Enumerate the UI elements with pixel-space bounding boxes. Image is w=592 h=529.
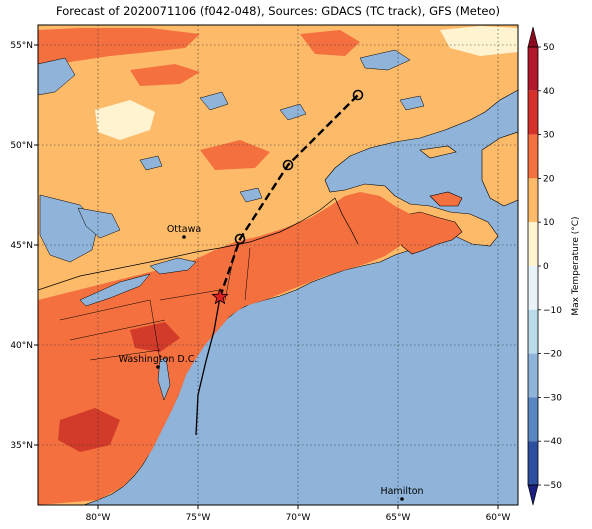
northern-lake bbox=[199, 91, 229, 111]
colorbar-tick-label: 20 bbox=[543, 174, 555, 184]
lake-ontario bbox=[149, 257, 197, 275]
cities: Ottawa Washington D.C. Hamilton bbox=[119, 224, 424, 501]
city-label: Ottawa bbox=[167, 224, 201, 235]
lon-tick-label: 70°W bbox=[286, 513, 311, 523]
us-canada-border bbox=[38, 197, 359, 291]
colorbar-bin bbox=[528, 266, 538, 310]
colorbar-extend-top bbox=[527, 26, 539, 48]
colorbar-tick-label: −30 bbox=[543, 393, 562, 403]
georgian-bay bbox=[77, 207, 121, 239]
lat-tick-label: 50°N bbox=[10, 141, 33, 151]
colorbar-bin bbox=[528, 441, 538, 485]
lon-tick-label: 65°W bbox=[386, 513, 411, 523]
lac-saint-jean bbox=[239, 187, 263, 203]
map-area: Ottawa Washington D.C. Hamilton bbox=[38, 25, 518, 505]
city-label: Washington D.C. bbox=[119, 354, 198, 365]
northern-water bbox=[38, 57, 76, 96]
colorbar-bin bbox=[528, 397, 538, 442]
lat-tick-label: 35°N bbox=[10, 441, 33, 451]
cool-patch bbox=[440, 26, 518, 56]
lat-tick-label: 45°N bbox=[10, 241, 33, 251]
colorbar-tick-label: 30 bbox=[543, 131, 555, 141]
colorbar-bin bbox=[528, 178, 538, 223]
lon-tick-label: 80°W bbox=[86, 513, 111, 523]
colorbar-tick-label: 10 bbox=[543, 218, 555, 228]
warm-patch bbox=[200, 140, 270, 170]
lon-tick-label: 60°W bbox=[486, 513, 511, 523]
colorbar-tick-label: −20 bbox=[543, 350, 562, 360]
colorbar-tick-label: −50 bbox=[543, 481, 562, 491]
colorbar: 50 40 30 20 10 0 −10 −20 −30 −40 −50 Max Temperatur… bbox=[527, 26, 581, 506]
current-position-star bbox=[211, 287, 229, 305]
colorbar-extend-bottom bbox=[527, 484, 539, 506]
warm-patch bbox=[38, 28, 200, 64]
cool-patch bbox=[95, 100, 155, 140]
warm-patch bbox=[130, 64, 200, 86]
hot-patch bbox=[58, 408, 120, 452]
colorbar-tick-label: −10 bbox=[543, 306, 562, 316]
map-title: Forecast of 2020071106 (f042-048), Sourc… bbox=[56, 4, 500, 18]
northern-lake bbox=[279, 103, 307, 121]
colorbar-bin bbox=[528, 134, 538, 179]
newfoundland bbox=[481, 131, 518, 207]
warm-patch bbox=[300, 30, 360, 56]
state-borders bbox=[59, 247, 251, 361]
city-label: Hamilton bbox=[380, 486, 423, 497]
prince-edward-island bbox=[429, 191, 463, 207]
past-storm-track bbox=[195, 296, 221, 436]
city-dot bbox=[400, 497, 404, 501]
forecast-point bbox=[234, 233, 246, 245]
city-dot bbox=[156, 365, 160, 369]
colorbar-bin bbox=[528, 90, 538, 135]
colorbar-tick-label: 0 bbox=[543, 262, 549, 272]
forecast-point bbox=[352, 89, 364, 101]
graticule bbox=[38, 25, 518, 505]
colorbar-bin bbox=[528, 353, 538, 398]
warm-region bbox=[38, 192, 412, 505]
chesapeake-bay bbox=[157, 357, 171, 401]
forecast-points bbox=[234, 89, 364, 245]
anticosti-island bbox=[419, 145, 457, 159]
lon-tick-label: 75°W bbox=[186, 513, 211, 523]
lat-tick-label: 40°N bbox=[10, 341, 33, 351]
colorbar-bin bbox=[528, 222, 538, 266]
lat-tick-label: 55°N bbox=[10, 41, 33, 51]
northern-lake bbox=[359, 49, 411, 71]
lake-erie bbox=[79, 273, 151, 307]
colorbar-tick-label: 40 bbox=[543, 87, 555, 97]
city-dot bbox=[182, 235, 186, 239]
colorbar-tick-label: 50 bbox=[543, 43, 555, 53]
colorbar-bin bbox=[528, 47, 538, 91]
colorbar-label: Max Temperature (°C) bbox=[571, 216, 581, 315]
northern-lake bbox=[139, 155, 163, 171]
map-frame bbox=[37, 24, 519, 506]
forecast-point bbox=[282, 159, 294, 171]
colorbar-tick-label: −40 bbox=[543, 437, 562, 447]
axis-ticks: 80°W 75°W 70°W 65°W 60°W 35°N 40°N 45°N 50°N 55°N bbox=[10, 41, 510, 523]
northern-lake bbox=[399, 95, 425, 111]
colorbar-bin bbox=[528, 309, 538, 354]
forecast-storm-track bbox=[218, 94, 359, 298]
hot-patch bbox=[130, 322, 180, 352]
